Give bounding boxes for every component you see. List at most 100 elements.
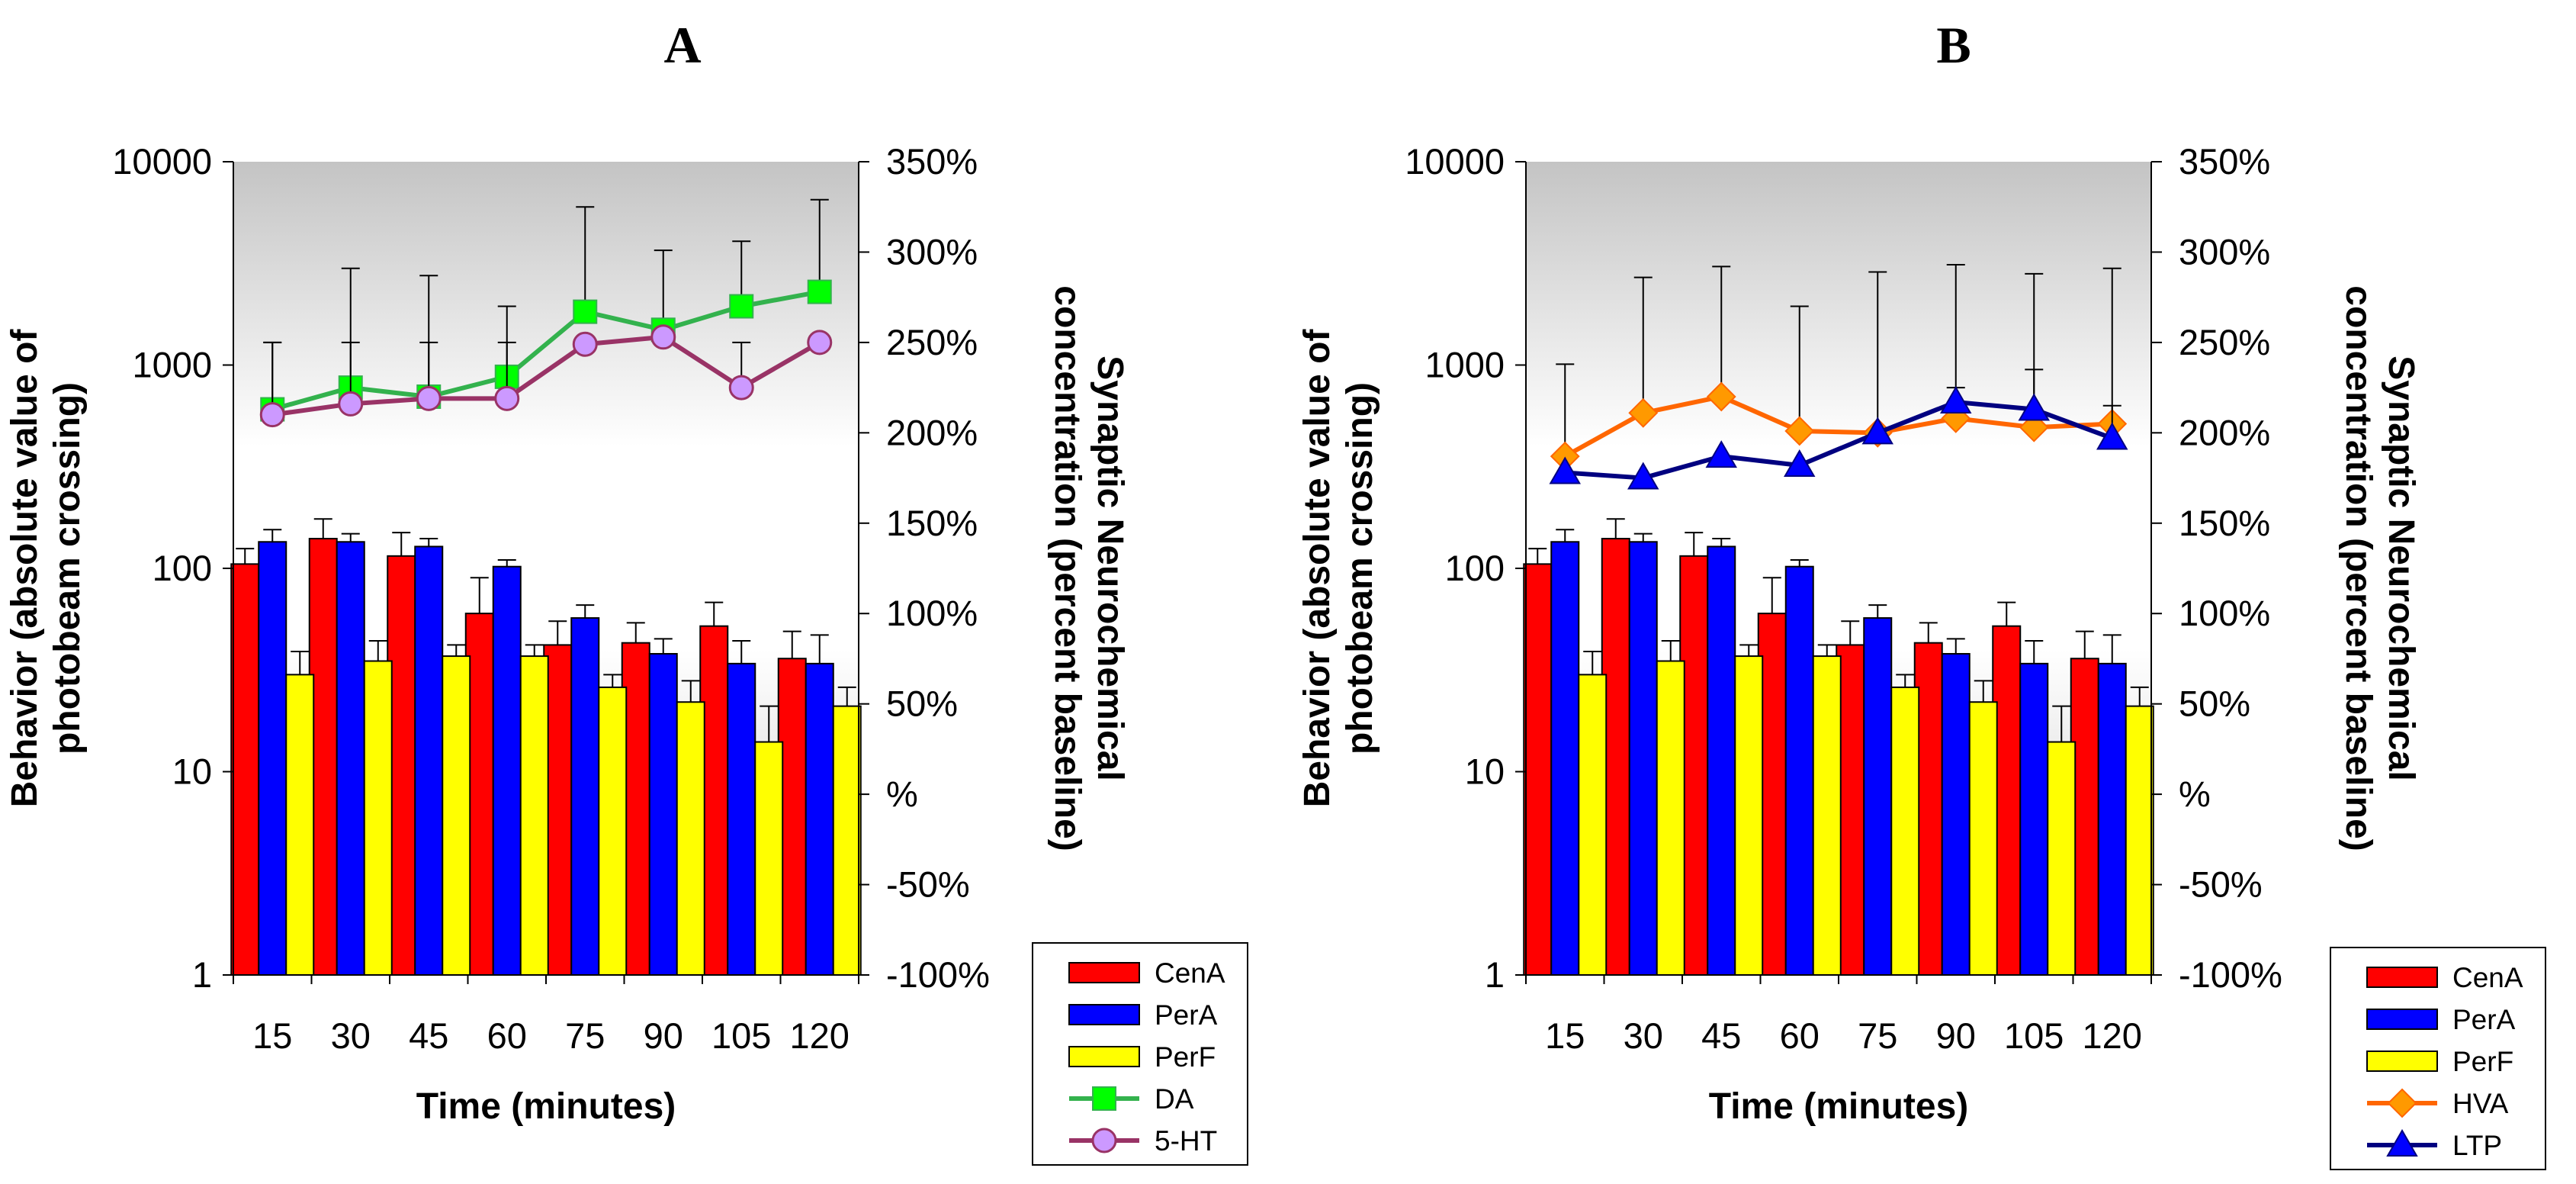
legend-marker-hva [2387, 1088, 2417, 1118]
bar-pera [414, 545, 444, 976]
right-axis-label-line: concentration (percent baseline) [1047, 285, 1087, 851]
legend-label: DA [1155, 1083, 1194, 1115]
right-tick-label: 50% [886, 684, 958, 724]
x-tick-label: 60 [1780, 1015, 1820, 1056]
bar-pera [1784, 565, 1814, 976]
right-tick-label: 100% [886, 593, 978, 633]
bar-perf [519, 655, 549, 976]
bar-pera [1628, 541, 1658, 976]
right-tick-label: -50% [2179, 864, 2263, 905]
point-ltp [2018, 393, 2050, 421]
left-tick-label: 100 [1445, 548, 1505, 588]
bar-pera [492, 565, 522, 976]
bar-pera [570, 617, 600, 976]
right-tick-label: 250% [2179, 322, 2270, 362]
bar-cena [1523, 563, 1553, 976]
right-tick-label: 200% [886, 412, 978, 452]
panel-b: B 1 10 100 1000 10000 -100% -50%% 50% 100% 150% 200… [1297, 16, 2546, 1170]
point-ltp [1940, 386, 1972, 414]
bar-perf [832, 705, 862, 976]
legend: CenA PerA PerF DA 5-HT [1032, 942, 1248, 1166]
bar-cena [230, 563, 260, 976]
bar-perf [2047, 741, 2077, 976]
x-axis-label: Time (minutes) [416, 1086, 676, 1127]
legend-swatch-pera [2366, 1009, 2438, 1030]
legend-marker-da [1092, 1086, 1116, 1111]
bar-perf [1812, 655, 1842, 976]
bar-perf [285, 674, 315, 976]
bar-perf [598, 686, 628, 976]
left-tick-label: 10 [1465, 751, 1505, 792]
right-tick-label: -50% [886, 864, 970, 905]
left-tick-label: 1000 [1425, 345, 1505, 385]
bar-pera [1550, 541, 1580, 976]
legend-swatch-pera [1068, 1004, 1140, 1025]
right-tick-label: 150% [2179, 503, 2270, 543]
left-tick-label: 1 [1485, 954, 1505, 995]
legend-swatch-perf [1068, 1046, 1140, 1067]
point-5-ht [728, 375, 754, 401]
left-tick-label: 10000 [112, 141, 212, 182]
bar-perf [1656, 660, 1685, 976]
legend-label: PerF [1155, 1041, 1216, 1073]
x-tick-label: 15 [252, 1015, 292, 1056]
right-axis-label: Synaptic Neurochemicalconcentration (per… [2338, 285, 2421, 851]
x-tick-label: 75 [1858, 1015, 1897, 1056]
legend-swatch-perf [2366, 1050, 2438, 1072]
left-axis-label: Behavior (absolute value ofphotobeam cro… [1297, 329, 1380, 808]
legend: CenA PerA PerF HVA LTP [2330, 947, 2546, 1170]
x-tick-label: 120 [790, 1015, 850, 1056]
point-ltp [1549, 456, 1581, 484]
right-axis-label-line: concentration (percent baseline) [2338, 285, 2378, 851]
x-tick-label: 90 [1936, 1015, 1976, 1056]
bar-perf [2125, 705, 2154, 976]
left-tick-label: 10 [172, 751, 212, 792]
bar-perf [363, 660, 393, 976]
point-ltp [1705, 440, 1737, 468]
point-ltp [1627, 462, 1659, 490]
point-5-ht [572, 331, 598, 357]
x-tick-label: 75 [565, 1015, 605, 1056]
point-5-ht [650, 324, 676, 350]
right-tick-label: 250% [886, 322, 978, 362]
point-hva [1784, 416, 1815, 446]
bar-perf [676, 701, 705, 976]
point-ltp [1861, 417, 1893, 445]
bar-perf [1890, 686, 1920, 976]
right-tick-label: 350% [2179, 141, 2270, 182]
legend-label: 5-HT [1155, 1125, 1217, 1157]
bar-pera [258, 541, 287, 976]
x-tick-label: 120 [2083, 1015, 2142, 1056]
right-tick-label: 50% [2179, 684, 2250, 724]
bar-pera [1941, 652, 1971, 976]
bar-perf [754, 741, 784, 976]
right-tick-label: 100% [2179, 593, 2270, 633]
legend-label: HVA [2452, 1088, 2509, 1119]
panel-title: B [1936, 16, 1971, 74]
left-tick-label: 1 [192, 954, 212, 995]
x-tick-label: 30 [331, 1015, 371, 1056]
left-tick-label: 100 [153, 548, 212, 588]
left-axis-label: Behavior (absolute value ofphotobeam cro… [5, 329, 88, 808]
x-tick-label: 45 [409, 1015, 448, 1056]
panel-title: A [663, 16, 701, 74]
x-tick-label: 105 [2004, 1015, 2064, 1056]
legend-label: PerF [2452, 1046, 2513, 1077]
legend-marker-ltp [2386, 1128, 2418, 1157]
legend-label: CenA [2452, 962, 2523, 993]
right-tick-label: -100% [2179, 954, 2282, 995]
legend-swatch-cena [2366, 967, 2438, 988]
point-5-ht [494, 385, 520, 411]
x-tick-label: 60 [487, 1015, 527, 1056]
panel-a: A 1 10 100 1000 10000 -100% -50%% 50% 100% 150% 200… [5, 16, 1248, 1166]
right-axis-label: Synaptic Neurochemicalconcentration (per… [1047, 285, 1130, 851]
right-tick-label: 300% [886, 231, 978, 272]
bar-pera [2097, 662, 2127, 976]
bar-pera [1863, 617, 1893, 976]
right-tick-label: 300% [2179, 231, 2270, 272]
point-ltp [1784, 449, 1816, 477]
left-axis-label-line: photobeam crossing) [47, 382, 88, 754]
point-5-ht [259, 402, 285, 428]
x-tick-label: 45 [1701, 1015, 1741, 1056]
